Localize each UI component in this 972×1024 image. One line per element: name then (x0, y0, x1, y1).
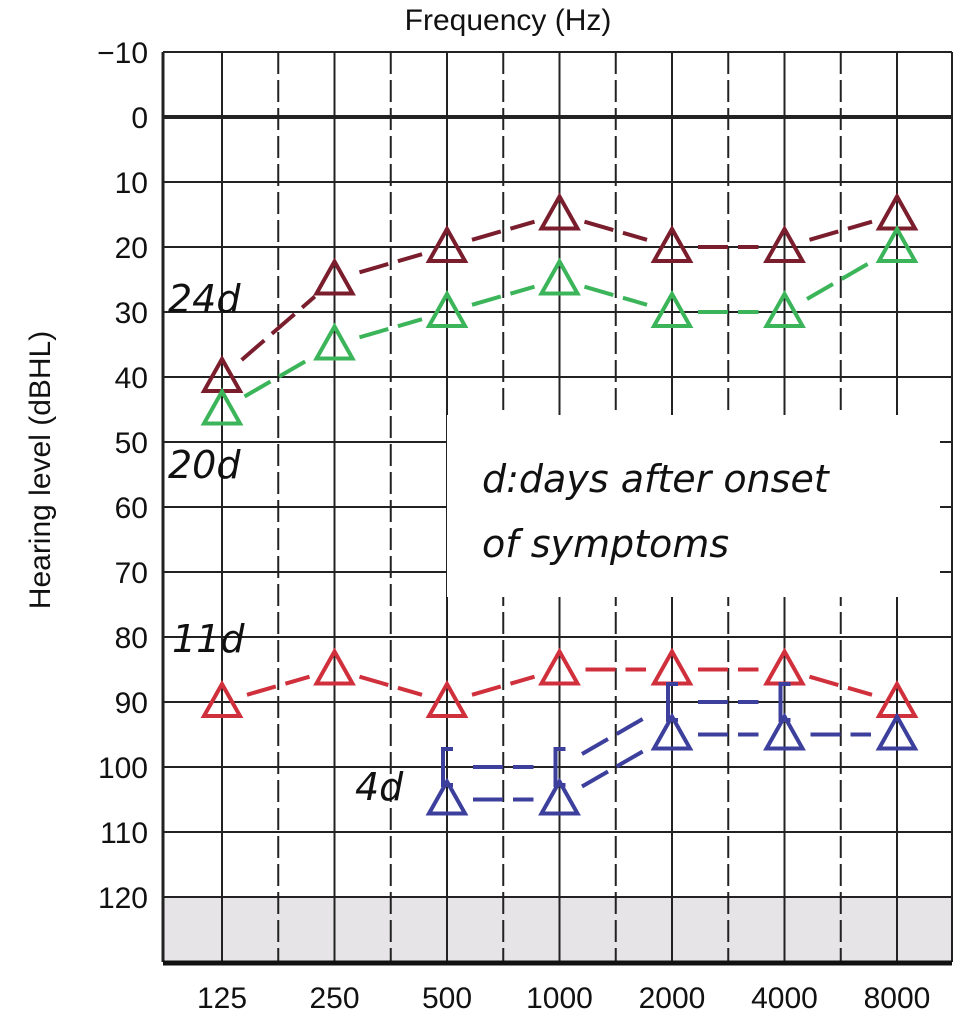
y-tick-label: 50 (115, 427, 148, 460)
series-line-segment (583, 284, 648, 307)
annotation-line-2: of symptoms (482, 522, 729, 566)
series-4d-bone (441, 682, 791, 787)
triangle-marker (538, 777, 581, 816)
series-line-segment (471, 284, 536, 307)
x-tick-label: 2000 (639, 982, 706, 1015)
series-label-11d: 11d (172, 617, 245, 661)
series-line-segment (358, 317, 423, 340)
series-line-segment (583, 219, 648, 242)
series-line-segment (243, 355, 313, 399)
y-tick-label: 40 (115, 362, 148, 395)
x-tick-label: 250 (309, 982, 359, 1015)
series-20d (200, 224, 919, 426)
bracket-marker (666, 682, 678, 722)
series-layer (200, 192, 919, 816)
triangle-marker (425, 777, 469, 816)
y-tick-label: 80 (115, 622, 148, 655)
y-tick-label: 10 (115, 167, 148, 200)
x-tick-label: 8000 (864, 982, 931, 1015)
y-tick-label: 70 (115, 557, 148, 590)
triangle-marker (875, 224, 919, 263)
triangle-marker (538, 192, 581, 231)
annotation-box: d:days after onset of symptoms (447, 415, 940, 597)
triangle-marker (538, 647, 581, 686)
series-line-segment (358, 252, 423, 275)
x-tick-label: 1000 (526, 982, 593, 1015)
y-axis-title: Hearing level (dBHL) (24, 331, 57, 609)
series-line-segment (471, 219, 536, 242)
y-tick-label: 120 (98, 882, 148, 915)
y-tick-label: 100 (98, 752, 148, 785)
series-line-segment (240, 295, 317, 362)
triangle-marker (313, 322, 356, 361)
x-tick-label: 500 (422, 982, 472, 1015)
series-line-segment (358, 674, 423, 697)
triangle-marker (650, 712, 694, 751)
y-tick-label: 110 (100, 817, 148, 850)
series-line-segment (471, 674, 536, 697)
triangle-marker (200, 679, 244, 718)
y-tick-label: 0 (131, 102, 148, 135)
triangle-marker (875, 712, 919, 751)
annotation-background (447, 415, 940, 597)
y-tick-label: 20 (115, 232, 148, 265)
bracket-marker (778, 682, 791, 722)
series-line-segment (808, 219, 873, 242)
triangle-marker (650, 224, 694, 263)
triangle-marker (313, 647, 356, 686)
triangle-marker (425, 679, 469, 718)
bracket-marker (441, 747, 453, 787)
y-tick-label: 60 (115, 492, 148, 525)
triangle-marker (425, 224, 469, 263)
y-tick-label: −10 (97, 37, 148, 70)
series-line-segment (246, 674, 311, 697)
series-line-segment (581, 745, 651, 789)
triangle-marker (313, 257, 356, 296)
series-label-24d: 24d (168, 277, 241, 321)
series-label-20d: 20d (168, 443, 241, 487)
bracket-marker (553, 747, 566, 787)
y-tick-label: 90 (115, 687, 148, 720)
series-line-segment (808, 674, 873, 697)
triangle-marker (763, 224, 806, 263)
triangle-marker (763, 289, 806, 328)
shaded-region (163, 897, 952, 962)
x-tick-label: 125 (197, 982, 247, 1015)
y-tick-labels: −10 0 10 20 30 40 50 60 70 80 90 100 110 120 (97, 37, 148, 915)
triangle-marker (538, 257, 581, 296)
triangle-marker (650, 289, 694, 328)
triangle-marker (425, 289, 469, 328)
x-axis-title: Frequency (Hz) (405, 4, 612, 37)
y-tick-label: 30 (115, 297, 148, 330)
x-tick-label: 4000 (751, 982, 818, 1015)
triangle-marker (763, 712, 806, 751)
series-line-segment (581, 713, 651, 756)
series-label-4d: 4d (355, 765, 404, 809)
series-line-segment (806, 258, 876, 301)
series-4d (425, 712, 919, 816)
triangle-marker (200, 387, 244, 426)
annotation-line-1: d:days after onset (482, 457, 831, 501)
x-tick-labels: 125 250 500 1000 2000 4000 8000 (197, 982, 930, 1015)
